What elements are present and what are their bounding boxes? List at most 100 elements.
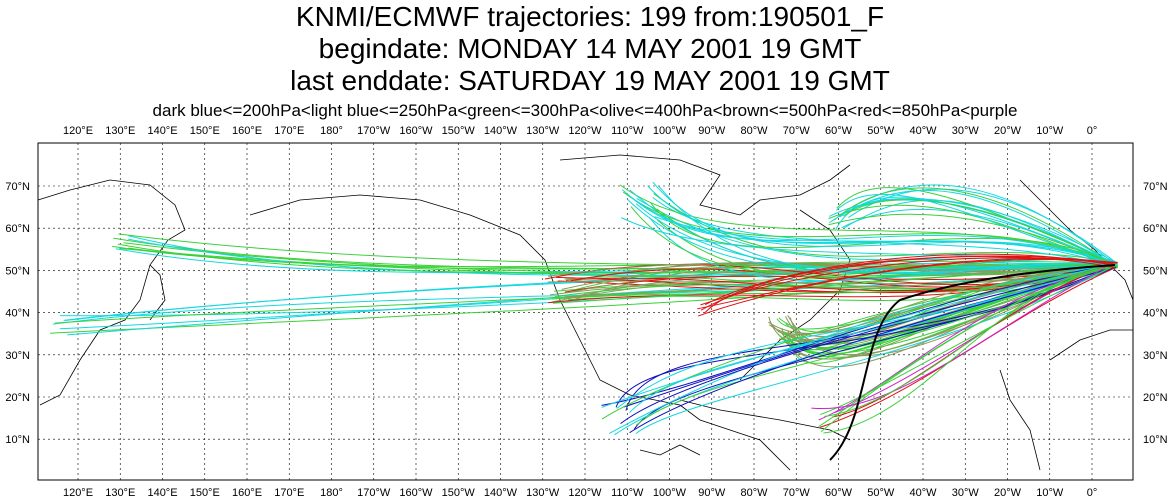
latitude-label: 70°N bbox=[1143, 181, 1168, 193]
longitude-label: 10°W bbox=[1036, 487, 1064, 499]
latitude-label: 30°N bbox=[5, 350, 30, 362]
latitude-label: 30°N bbox=[1143, 350, 1168, 362]
longitude-label: 40°W bbox=[909, 125, 937, 137]
longitude-label: 50°W bbox=[867, 487, 895, 499]
trajectory bbox=[565, 267, 1117, 299]
longitude-label: 90°W bbox=[698, 487, 726, 499]
longitude-label: 50°W bbox=[867, 125, 895, 137]
trajectory bbox=[819, 266, 1113, 416]
longitude-label: 170°W bbox=[357, 125, 391, 137]
trajectory bbox=[823, 262, 1116, 434]
longitude-label: 160°E bbox=[232, 125, 262, 137]
longitude-label: 70°W bbox=[783, 125, 811, 137]
longitude-label: 140°W bbox=[484, 125, 518, 137]
longitude-label: 10°W bbox=[1036, 125, 1064, 137]
enddate: last enddate: SATURDAY 19 MAY 2001 19 GM… bbox=[290, 65, 890, 96]
trajectory bbox=[554, 265, 1117, 297]
latitude-label: 10°N bbox=[1143, 434, 1168, 446]
longitude-label: 120°W bbox=[568, 487, 602, 499]
longitude-label: 20°W bbox=[994, 125, 1022, 137]
longitude-label: 140°E bbox=[147, 125, 177, 137]
trajectory bbox=[818, 264, 1118, 428]
latitude-label: 40°N bbox=[5, 308, 30, 320]
trajectory bbox=[704, 253, 1114, 306]
trajectory bbox=[652, 181, 1113, 265]
longitude-label: 0° bbox=[1087, 487, 1098, 499]
latitude-label: 20°N bbox=[5, 392, 30, 404]
latitude-label: 70°N bbox=[5, 181, 30, 193]
longitude-label: 150°W bbox=[442, 487, 476, 499]
trajectory bbox=[700, 255, 1116, 311]
longitude-label: 160°W bbox=[399, 487, 433, 499]
trajectory bbox=[658, 185, 1117, 274]
trajectory bbox=[649, 217, 1116, 282]
longitude-label: 140°W bbox=[484, 487, 518, 499]
trajectory bbox=[552, 264, 1113, 304]
longitude-label: 120°E bbox=[63, 487, 93, 499]
longitude-label: 150°E bbox=[190, 125, 220, 137]
latitude-label: 40°N bbox=[1143, 308, 1168, 320]
longitude-label: 110°W bbox=[611, 487, 644, 499]
longitude-label: 0° bbox=[1087, 125, 1098, 137]
trajectory bbox=[622, 189, 1113, 264]
trajectory bbox=[631, 197, 1114, 267]
trajectory bbox=[818, 263, 1115, 421]
longitude-label: 30°W bbox=[952, 487, 980, 499]
trajectory bbox=[833, 187, 1115, 267]
trajectory bbox=[635, 203, 1115, 271]
begindate: begindate: MONDAY 14 MAY 2001 19 GMT bbox=[319, 33, 862, 64]
trajectory bbox=[647, 185, 1115, 268]
latitude-label: 60°N bbox=[5, 223, 30, 235]
trajectory bbox=[811, 263, 1114, 410]
longitude-label: 20°W bbox=[994, 487, 1022, 499]
trajectories bbox=[50, 181, 1118, 461]
trajectory bbox=[601, 263, 1113, 408]
longitude-label: 30°W bbox=[952, 125, 980, 137]
trajectory bbox=[629, 264, 1113, 413]
longitude-label: 60°W bbox=[825, 125, 853, 137]
trajectory bbox=[561, 261, 1113, 290]
latitude-label: 20°N bbox=[1143, 392, 1168, 404]
longitude-label: 130°W bbox=[526, 125, 560, 137]
longitude-label: 170°E bbox=[274, 487, 304, 499]
trajectory bbox=[824, 265, 1118, 417]
title: KNMI/ECMWF trajectories: 199 from:190501… bbox=[296, 1, 884, 32]
longitude-label: 180° bbox=[320, 125, 343, 137]
trajectory bbox=[633, 265, 1116, 430]
longitude-label: 80°W bbox=[740, 125, 768, 137]
longitude-label: 90°W bbox=[698, 125, 726, 137]
trajectory bbox=[616, 267, 1114, 409]
longitude-label: 120°W bbox=[568, 125, 602, 137]
latitude-label: 60°N bbox=[1143, 223, 1168, 235]
longitude-label: 150°E bbox=[190, 487, 220, 499]
longitude-label: 110°W bbox=[611, 125, 644, 137]
longitude-label: 180° bbox=[320, 487, 343, 499]
trajectory bbox=[629, 267, 1115, 434]
trajectory bbox=[601, 266, 1118, 420]
longitude-label: 130°E bbox=[105, 487, 135, 499]
trajectory bbox=[829, 264, 1116, 461]
map-frame bbox=[37, 142, 1134, 481]
longitude-label: 70°W bbox=[783, 487, 811, 499]
legend: dark blue<=200hPa<light blue<=250hPa<gre… bbox=[153, 101, 1018, 120]
trajectory bbox=[52, 266, 1118, 325]
trajectory bbox=[842, 199, 1118, 268]
trajectory bbox=[790, 262, 1117, 354]
longitude-label: 130°E bbox=[105, 125, 135, 137]
trajectory bbox=[622, 191, 1115, 265]
longitude-label: 60°W bbox=[825, 487, 853, 499]
latitude-label: 10°N bbox=[5, 434, 30, 446]
longitude-label: 40°W bbox=[909, 487, 937, 499]
longitude-label: 130°W bbox=[526, 487, 560, 499]
trajectory bbox=[828, 189, 1117, 267]
longitude-label: 170°E bbox=[274, 125, 304, 137]
longitude-label: 170°W bbox=[357, 487, 391, 499]
longitude-label: 80°W bbox=[740, 487, 768, 499]
trajectory bbox=[835, 193, 1117, 267]
longitude-label: 120°E bbox=[63, 125, 93, 137]
longitude-label: 100°W bbox=[653, 487, 687, 499]
trajectory bbox=[619, 184, 1114, 265]
longitude-label: 100°W bbox=[653, 125, 687, 137]
trajectory bbox=[653, 193, 1116, 263]
longitude-label: 160°E bbox=[232, 487, 262, 499]
